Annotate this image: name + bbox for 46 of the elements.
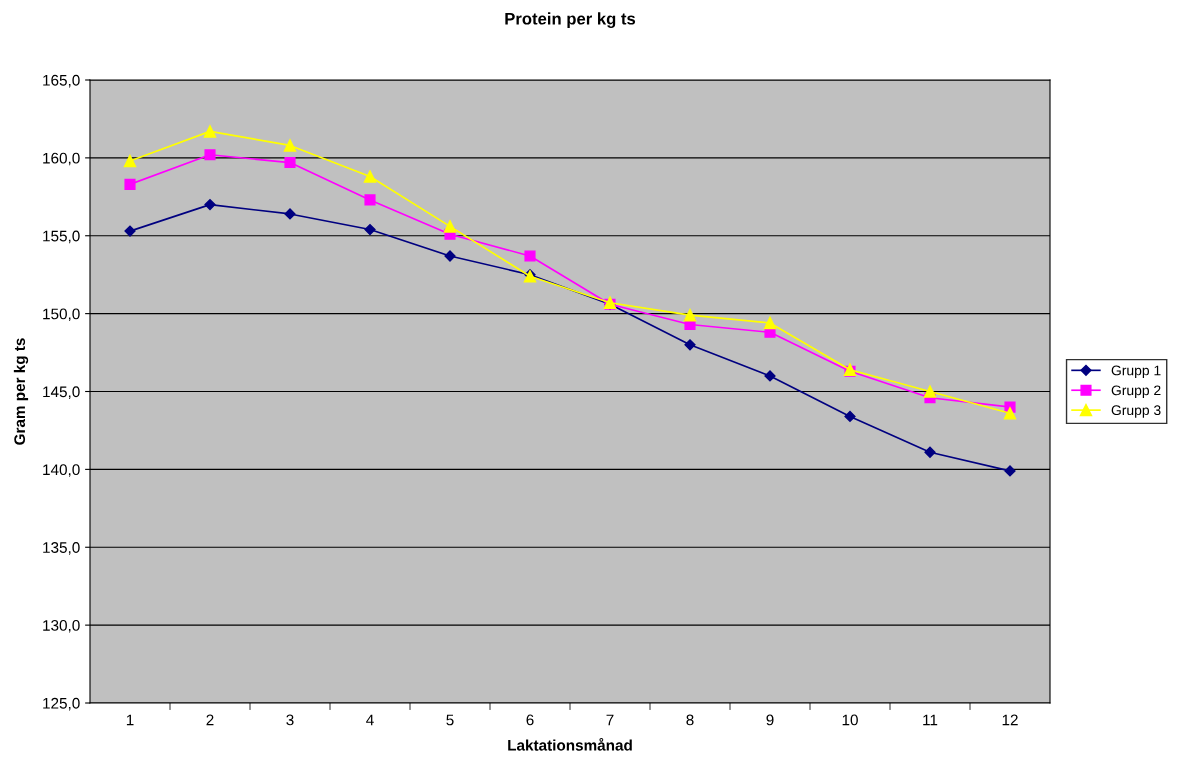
point [283,139,297,152]
x-tick-label: 3 [286,714,294,726]
point [364,194,376,206]
point [763,316,777,330]
x-axis-title: Laktationsmånad [508,737,632,751]
x-tick-label: 12 [1002,714,1018,726]
point [204,149,216,161]
y-axis-title: Gram per kg ts [13,338,29,445]
x-tick-label: 6 [526,714,534,726]
y-tick-label: 150,0 [43,308,80,322]
x-tick-label: 11 [923,714,938,726]
x-tick-label: 4 [366,714,374,726]
x-tick-label: 5 [446,714,454,726]
point [844,410,856,423]
x-tick-label: 1 [126,714,134,726]
point [204,198,216,211]
point [924,446,936,458]
point [284,156,296,169]
y-tick-label: 155,0 [43,230,80,244]
point [364,223,376,236]
y-tick-label: 135,0 [43,542,80,555]
point [683,308,697,322]
legend-label: Grupp 1 [1111,365,1161,379]
x-tick-label: 7 [606,714,614,726]
point [363,170,377,183]
y-tick-label: 145,0 [43,386,80,399]
y-tick-label: 125,0 [43,697,80,711]
point [124,178,136,190]
point [684,339,696,351]
y-tick-label: 165,0 [43,74,80,88]
x-tick-label: 10 [842,714,858,726]
x-tick-label: 9 [766,714,774,726]
point [524,250,536,262]
legend-label: Grupp 2 [1111,385,1161,398]
chart-title: Protein per kg ts [505,12,636,28]
y-tick-label: 160,0 [43,152,80,166]
x-tick-label: 8 [686,714,694,726]
legend-label: Grupp 3 [1111,405,1161,418]
point [443,220,457,233]
point [203,125,217,138]
point [123,154,137,168]
point [923,385,937,398]
y-tick-label: 130,0 [43,619,80,633]
point [1003,407,1017,420]
y-tick-label: 140,0 [43,464,80,477]
x-tick-label: 2 [206,714,214,726]
